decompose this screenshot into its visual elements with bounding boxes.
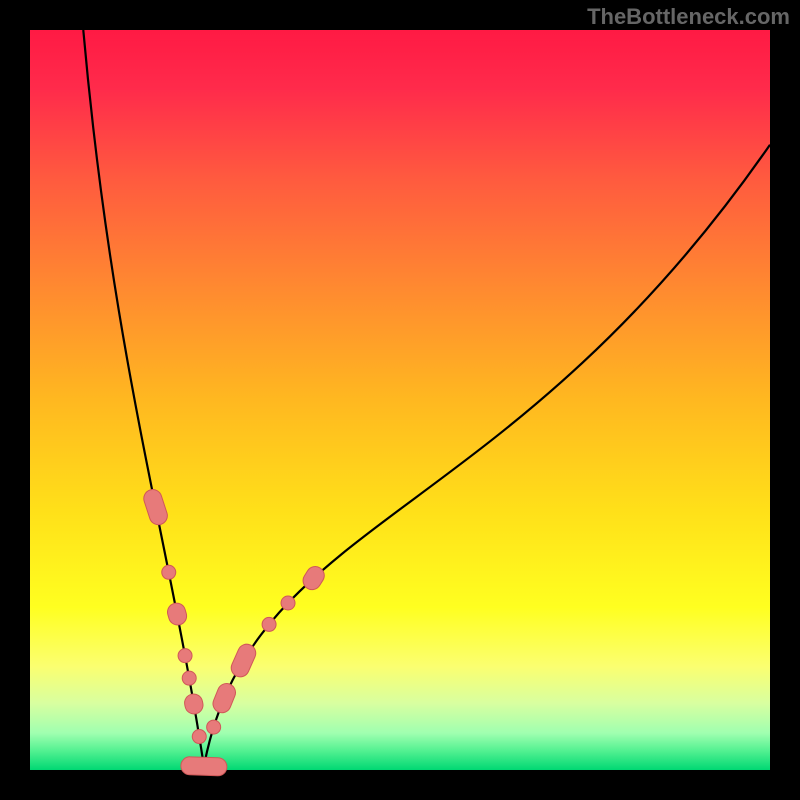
data-marker-dot [192,730,206,744]
data-marker-pill [181,757,228,777]
data-marker-dot [178,649,192,663]
data-marker-dot [281,596,295,610]
watermark-text: TheBottleneck.com [587,4,790,30]
bottleneck-chart: TheBottleneck.com [0,0,800,800]
data-marker-dot [162,565,176,579]
plot-background [30,30,770,770]
data-marker-dot [182,671,196,685]
chart-svg [0,0,800,800]
data-marker-dot [207,720,221,734]
data-marker-dot [262,617,276,631]
